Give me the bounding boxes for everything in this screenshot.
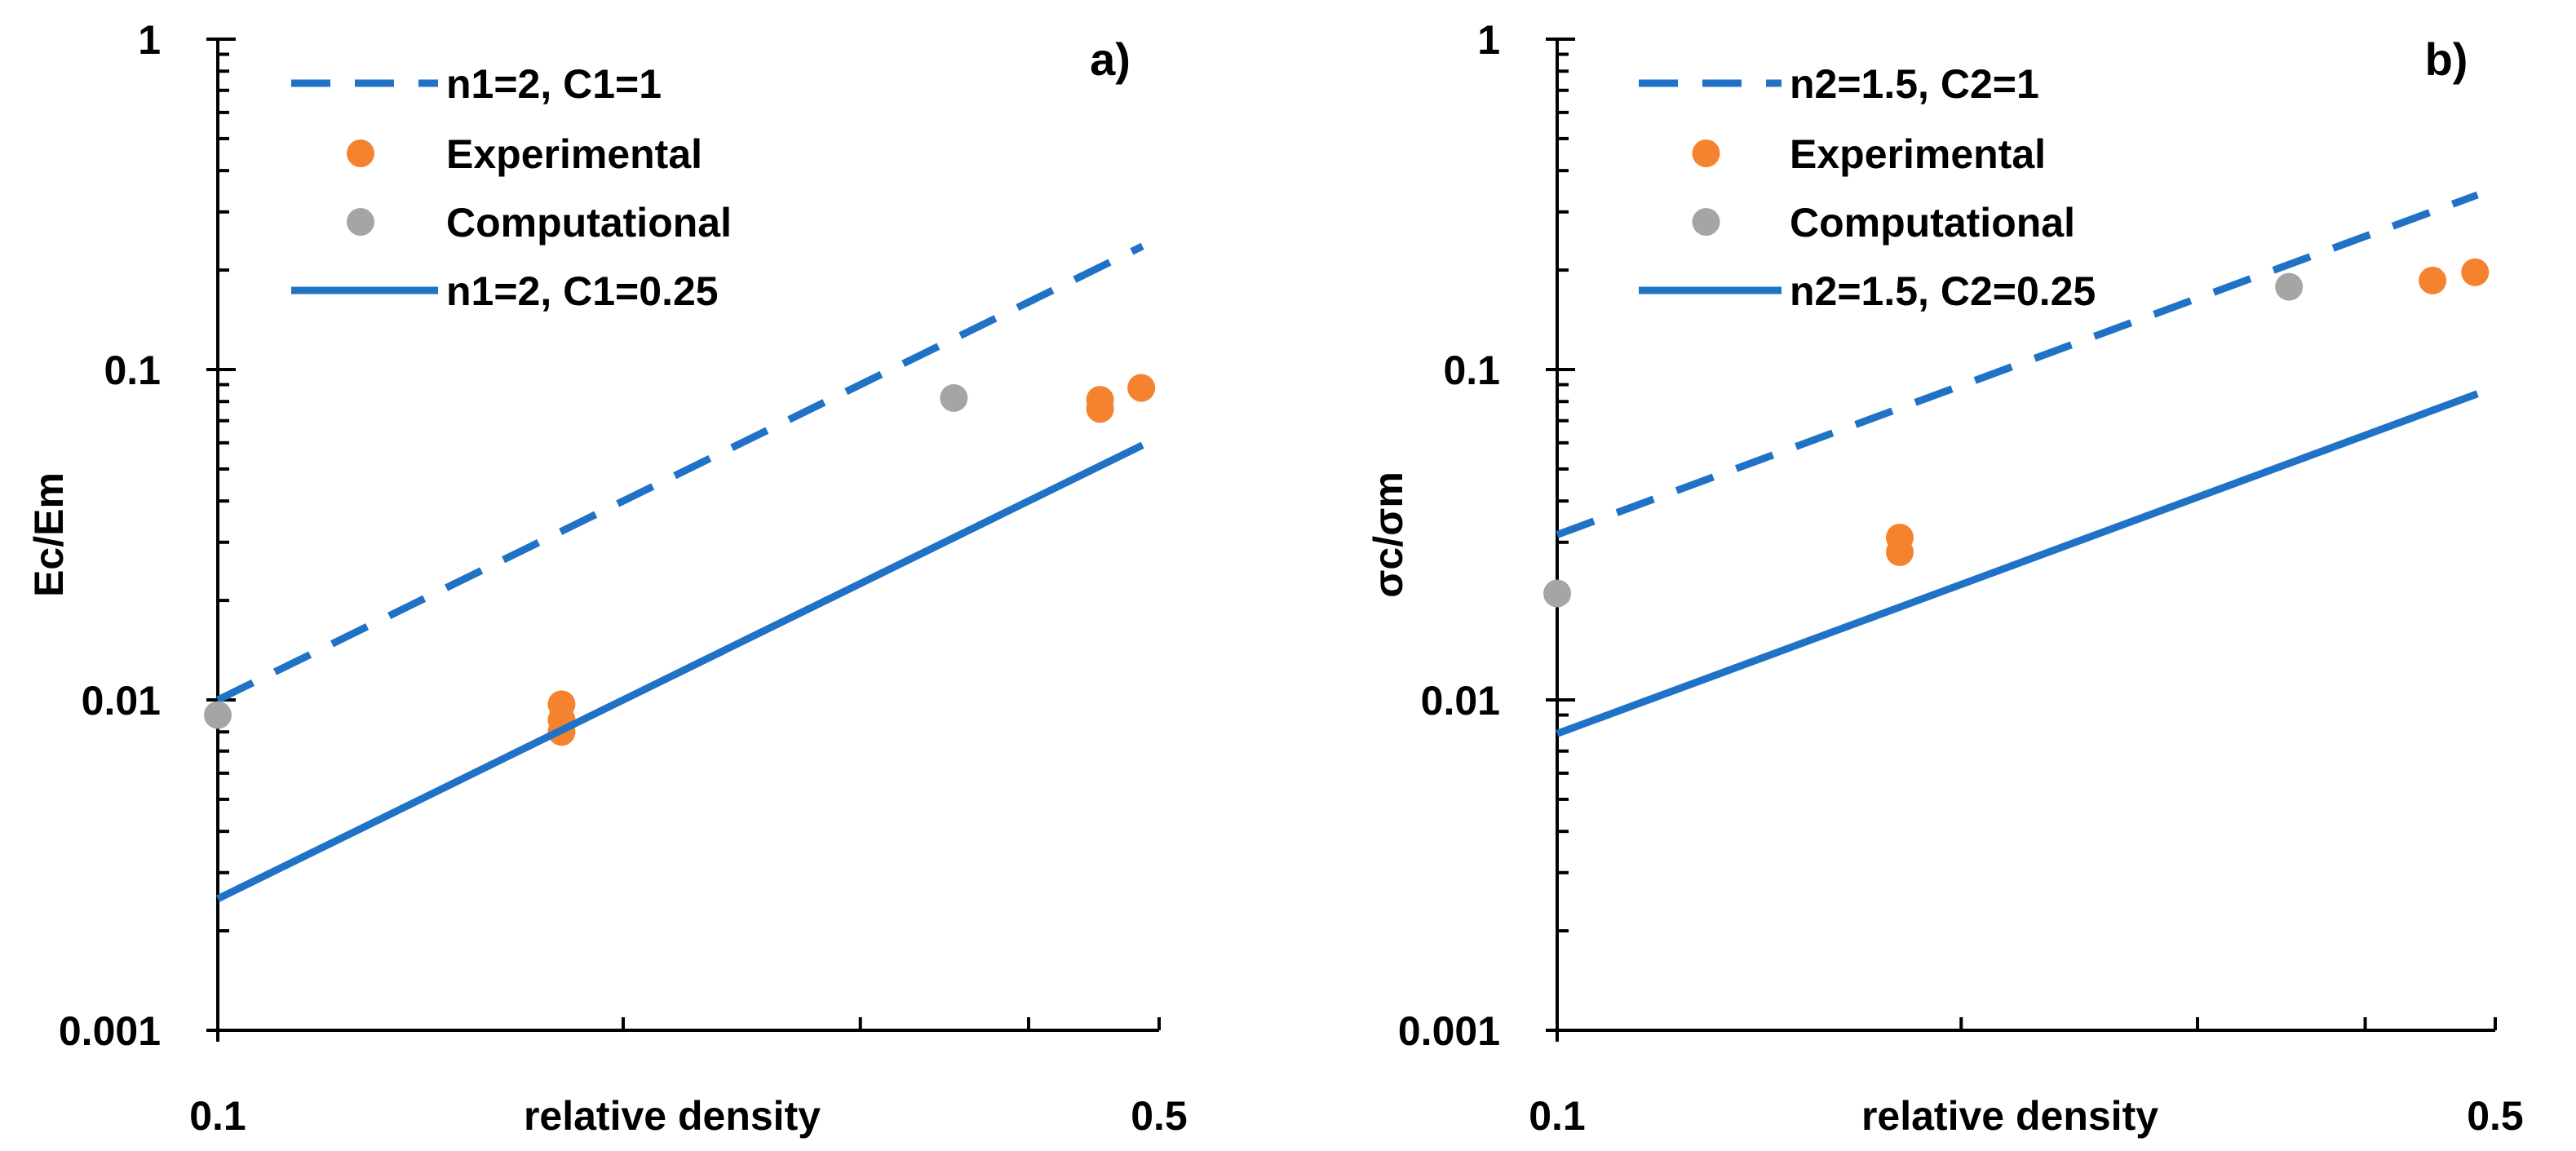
y-axis-label: Ec/Em <box>26 472 72 597</box>
legend-label: Experimental <box>1790 131 2046 177</box>
computational-point <box>204 701 232 729</box>
legend-label: Computational <box>446 200 732 246</box>
series-line-dashed <box>1556 191 2479 538</box>
x-tick-label: 0.1 <box>189 1093 246 1139</box>
series-line-dashed <box>216 242 1144 704</box>
legend-marker-computational <box>347 208 374 236</box>
x-axis-label: relative density <box>524 1093 821 1139</box>
panel-b: 1 0.1 0.01 0.001 0.1 0.5 relative density σc/σm… <box>1365 17 2524 1139</box>
panel-label: a) <box>1090 33 1131 85</box>
y-tick-label: 0.001 <box>59 1008 161 1054</box>
experimental-point <box>2419 266 2447 294</box>
x-tick-label: 0.5 <box>2467 1093 2524 1139</box>
y-tick-label: 0.01 <box>1421 678 1500 724</box>
experimental-point <box>2461 258 2490 286</box>
legend-label: n1=2, C1=1 <box>446 61 662 107</box>
x-tick-label: 0.5 <box>1131 1093 1188 1139</box>
y-tick-label: 0.1 <box>104 348 161 393</box>
legend-marker-experimental <box>1692 139 1720 167</box>
legend: n2=1.5, C2=1 Experimental Computational n2=… <box>1639 61 2096 314</box>
x-tick-label: 0.1 <box>1529 1093 1586 1139</box>
panel-a: 1 0.1 0.01 0.001 0.1 0.5 relative density Ec/Em… <box>26 17 1188 1139</box>
experimental-point <box>1885 538 1914 566</box>
series-line-solid <box>1556 390 2479 737</box>
y-tick-label: 1 <box>138 17 161 63</box>
y-tick-label: 1 <box>1477 17 1500 63</box>
legend-label: Experimental <box>446 131 702 177</box>
x-axis-label: relative density <box>1861 1093 2158 1139</box>
legend-marker-computational <box>1692 208 1720 236</box>
legend-label: n2=1.5, C2=1 <box>1790 61 2039 107</box>
legend-label: Computational <box>1790 200 2075 246</box>
computational-point <box>940 383 968 412</box>
y-tick-label: 0.1 <box>1443 348 1500 393</box>
y-axis-label: σc/σm <box>1365 471 1411 598</box>
series-line-solid <box>216 441 1144 902</box>
computational-point <box>2275 272 2304 301</box>
legend-label: n2=1.5, C2=0.25 <box>1790 268 2096 314</box>
computational-point <box>1543 579 1571 608</box>
experimental-point <box>1086 395 1114 423</box>
y-tick-label: 0.001 <box>1398 1008 1500 1054</box>
legend-marker-experimental <box>347 139 374 167</box>
panel-label: b) <box>2425 33 2468 85</box>
legend: n1=2, C1=1 Experimental Computational n1=2,… <box>291 61 732 314</box>
experimental-point <box>1127 374 1156 402</box>
y-tick-label: 0.01 <box>82 678 161 724</box>
legend-label: n1=2, C1=0.25 <box>446 268 719 314</box>
